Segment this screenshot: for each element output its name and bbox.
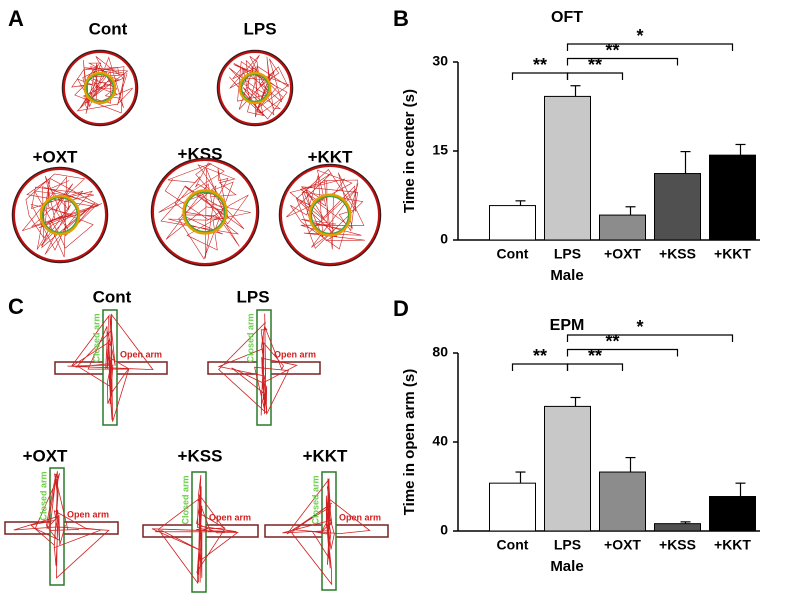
panel-label: D bbox=[393, 296, 409, 321]
center-zone bbox=[83, 71, 117, 105]
center-zone-inner bbox=[184, 191, 226, 233]
y-tick-label: 15 bbox=[432, 142, 448, 158]
bar bbox=[599, 214, 646, 241]
arena-rim bbox=[152, 159, 258, 265]
significance-bracket bbox=[566, 72, 624, 80]
arena-rim bbox=[13, 168, 107, 262]
center-zone-inner bbox=[42, 197, 78, 233]
x-tick-label: +KSS bbox=[659, 246, 696, 262]
closed-arm-label: Closed arm bbox=[310, 475, 320, 524]
panel-label: B bbox=[393, 6, 409, 31]
closed-arm-label: Closed arm bbox=[180, 475, 190, 524]
significance-bracket bbox=[566, 57, 679, 66]
bar bbox=[654, 173, 701, 241]
significance-label: ** bbox=[605, 40, 619, 60]
track bbox=[67, 313, 154, 422]
arena-rim bbox=[218, 51, 292, 125]
y-axis-label: Time in center (s) bbox=[401, 89, 418, 213]
arena-rim bbox=[63, 51, 137, 125]
bar bbox=[654, 523, 701, 532]
bar bbox=[599, 471, 646, 532]
significance-label: ** bbox=[605, 331, 619, 351]
group-label: Cont bbox=[89, 19, 128, 38]
track bbox=[21, 173, 103, 258]
y-axis-label: Time in open arm (s) bbox=[401, 369, 418, 515]
significance-label: ** bbox=[533, 346, 547, 366]
bar bbox=[489, 482, 536, 532]
significance-label: * bbox=[636, 317, 643, 337]
track bbox=[286, 169, 365, 250]
x-tick-label: Cont bbox=[497, 246, 529, 262]
group-label: +KKT bbox=[303, 446, 348, 465]
x-tick-label: +OXT bbox=[604, 537, 641, 553]
center-zone-inner bbox=[241, 74, 269, 102]
panel-label: A bbox=[8, 6, 24, 31]
track bbox=[217, 313, 298, 416]
track bbox=[151, 474, 239, 585]
center-zone bbox=[39, 194, 81, 236]
chart-title: OFT bbox=[551, 9, 583, 26]
significance-bracket bbox=[566, 43, 734, 51]
significance-bracket bbox=[566, 334, 734, 342]
significance-bracket bbox=[566, 363, 624, 371]
chart-title: EPM bbox=[550, 317, 585, 334]
x-tick-label: LPS bbox=[554, 537, 581, 553]
x-axis-label: Male bbox=[550, 267, 583, 284]
group-label: +OXT bbox=[33, 147, 78, 166]
bar bbox=[544, 95, 591, 241]
closed-arm-label: Closed arm bbox=[245, 313, 255, 362]
center-zone-inner bbox=[86, 74, 114, 102]
center-zone bbox=[238, 71, 272, 105]
open-arm-label: Open arm bbox=[339, 512, 381, 522]
bar bbox=[489, 205, 536, 241]
significance-label: ** bbox=[588, 346, 602, 366]
open-arm-label: Open arm bbox=[67, 509, 109, 519]
group-label: Cont bbox=[93, 287, 132, 306]
closed-arm-label: Closed arm bbox=[91, 313, 101, 362]
y-tick-label: 80 bbox=[432, 344, 448, 360]
bar bbox=[709, 154, 756, 241]
x-tick-label: Cont bbox=[497, 537, 529, 553]
x-tick-label: +OXT bbox=[604, 246, 641, 262]
y-tick-label: 40 bbox=[432, 433, 448, 449]
significance-label: ** bbox=[533, 55, 547, 75]
panel-label: C bbox=[8, 294, 24, 319]
group-label: +OXT bbox=[23, 446, 68, 465]
x-tick-label: +KKT bbox=[714, 537, 751, 553]
group-label: +KKT bbox=[308, 147, 353, 166]
significance-label: ** bbox=[588, 55, 602, 75]
y-tick-label: 0 bbox=[440, 231, 448, 247]
center-zone bbox=[182, 189, 228, 235]
track bbox=[282, 478, 371, 586]
center-zone-inner bbox=[310, 195, 350, 235]
track bbox=[71, 56, 133, 114]
track bbox=[13, 471, 110, 579]
group-label: LPS bbox=[236, 287, 269, 306]
group-label: +KSS bbox=[178, 446, 223, 465]
significance-bracket bbox=[566, 348, 679, 357]
x-axis-label: Male bbox=[550, 558, 583, 575]
arena-rim bbox=[280, 165, 380, 265]
y-tick-label: 0 bbox=[440, 522, 448, 538]
x-tick-label: +KSS bbox=[659, 537, 696, 553]
group-label: LPS bbox=[243, 19, 276, 38]
open-arm-label: Open arm bbox=[274, 349, 316, 359]
center-zone bbox=[308, 193, 352, 237]
closed-arm-label: Closed arm bbox=[38, 471, 48, 520]
track bbox=[158, 162, 251, 260]
x-tick-label: +KKT bbox=[714, 246, 751, 262]
significance-label: * bbox=[636, 26, 643, 46]
open-arm-label: Open arm bbox=[120, 349, 162, 359]
x-tick-label: LPS bbox=[554, 246, 581, 262]
bar bbox=[709, 496, 756, 532]
open-arm-label: Open arm bbox=[209, 512, 251, 522]
y-tick-label: 30 bbox=[432, 53, 448, 69]
bar bbox=[544, 405, 591, 532]
